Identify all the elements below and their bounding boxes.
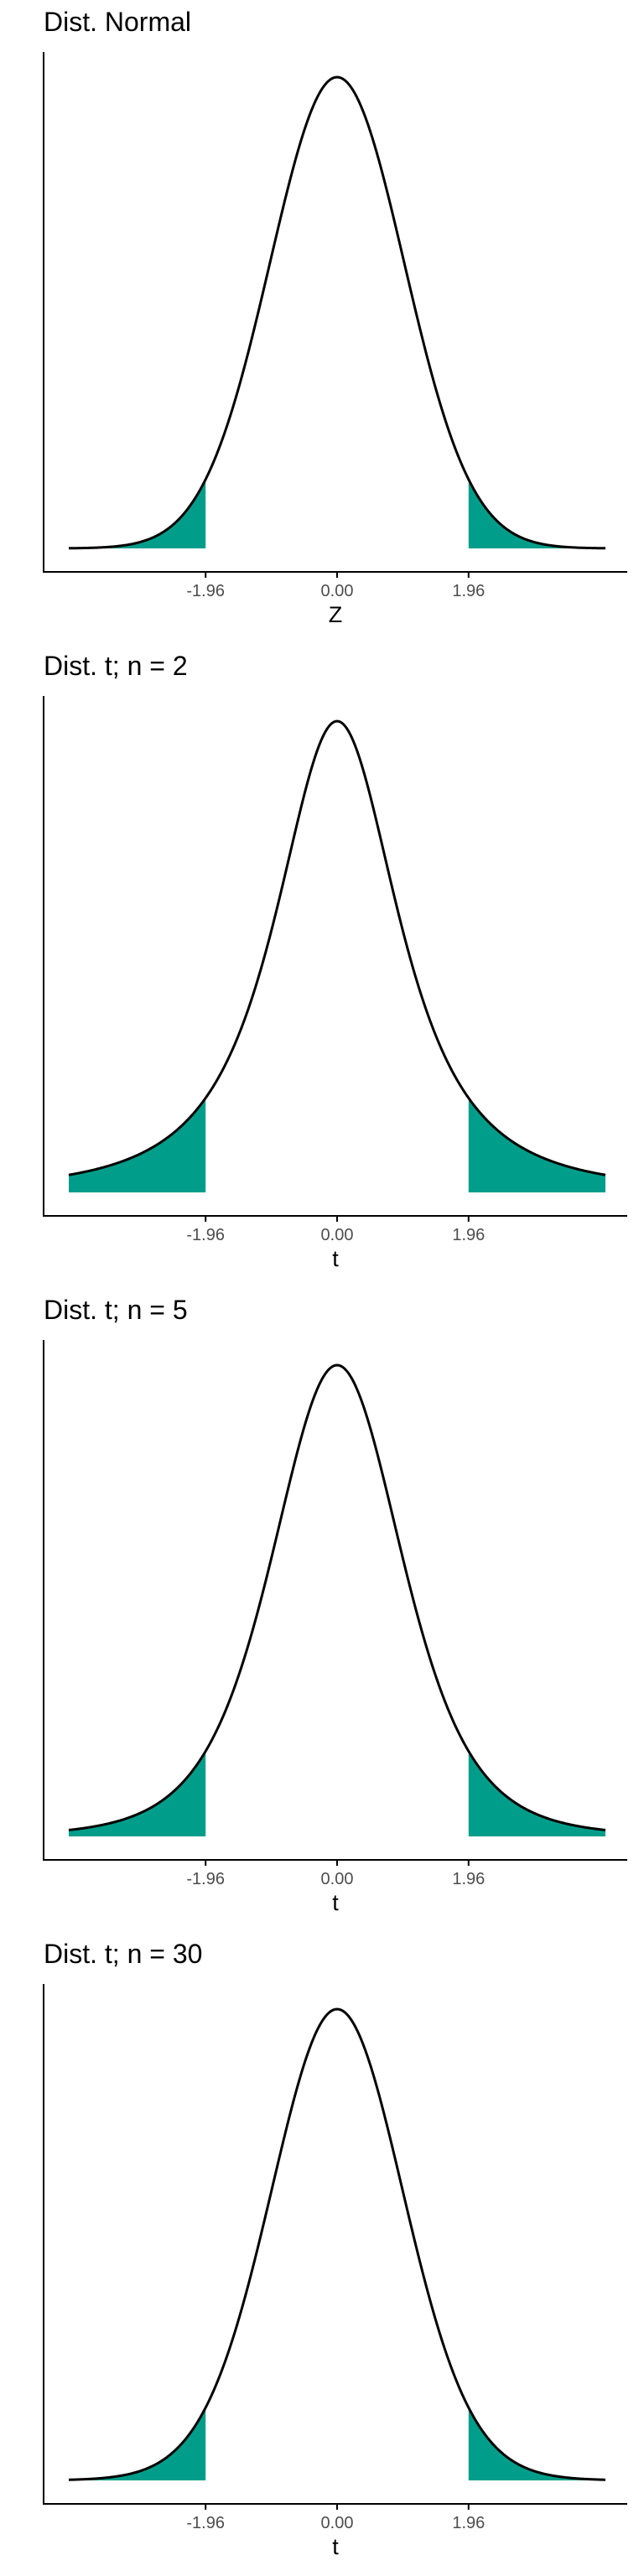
left-tail-area: [69, 1098, 206, 1192]
chart-title: Dist. t; n = 2: [44, 651, 188, 681]
left-tail-area: [69, 479, 206, 548]
left-tail-area: [69, 1751, 206, 1836]
x-tick-label: 1.96: [452, 1870, 485, 1888]
density-curve: [68, 719, 606, 1176]
chart-panel: Dist. t; n = 5 -1.96 0.00 1.96 t: [0, 1288, 644, 1932]
right-tail-area: [468, 1751, 605, 1836]
chart-title: Dist. Normal: [44, 7, 192, 37]
density-curve: [68, 2007, 606, 2481]
chart-panel: Dist. Normal -1.96 0.00 1.96 Z: [0, 0, 644, 644]
right-tail-area: [468, 2407, 605, 2480]
chart-title: Dist. t; n = 5: [44, 1295, 188, 1325]
x-tick-label: 0.00: [321, 582, 354, 600]
x-tick-label: 0.00: [321, 1870, 354, 1888]
x-tick-label: -1.96: [186, 1226, 225, 1244]
right-tail-area: [468, 479, 605, 548]
chart-svg: -1.96 0.00 1.96 Z: [43, 52, 627, 627]
density-curve: [68, 1363, 606, 1831]
x-axis-title: t: [332, 1246, 339, 1271]
x-tick-label: 1.96: [452, 582, 485, 600]
x-tick-label: 0.00: [321, 1226, 354, 1244]
x-axis-title: Z: [329, 602, 343, 627]
chart-panel: Dist. t; n = 30 -1.96 0.00 1.96 t: [0, 1932, 644, 2576]
right-tail-area: [468, 1098, 605, 1192]
x-tick-label: -1.96: [186, 582, 225, 600]
x-tick-label: 1.96: [452, 1226, 485, 1244]
x-tick-label: 1.96: [452, 2514, 485, 2532]
left-tail-area: [69, 2407, 206, 2480]
chart-svg: -1.96 0.00 1.96 t: [43, 1340, 627, 1915]
x-tick-label: 0.00: [321, 2514, 354, 2532]
x-axis-title: t: [332, 1890, 339, 1915]
x-tick-label: -1.96: [186, 1870, 225, 1888]
x-axis-title: t: [332, 2534, 339, 2559]
chart-svg: -1.96 0.00 1.96 t: [43, 1984, 627, 2559]
density-curve: [68, 75, 606, 550]
x-tick-label: -1.96: [186, 2514, 225, 2532]
chart-title: Dist. t; n = 30: [44, 1939, 203, 1969]
chart-panel: Dist. t; n = 2 -1.96 0.00 1.96 t: [0, 644, 644, 1288]
chart-svg: -1.96 0.00 1.96 t: [43, 696, 627, 1271]
